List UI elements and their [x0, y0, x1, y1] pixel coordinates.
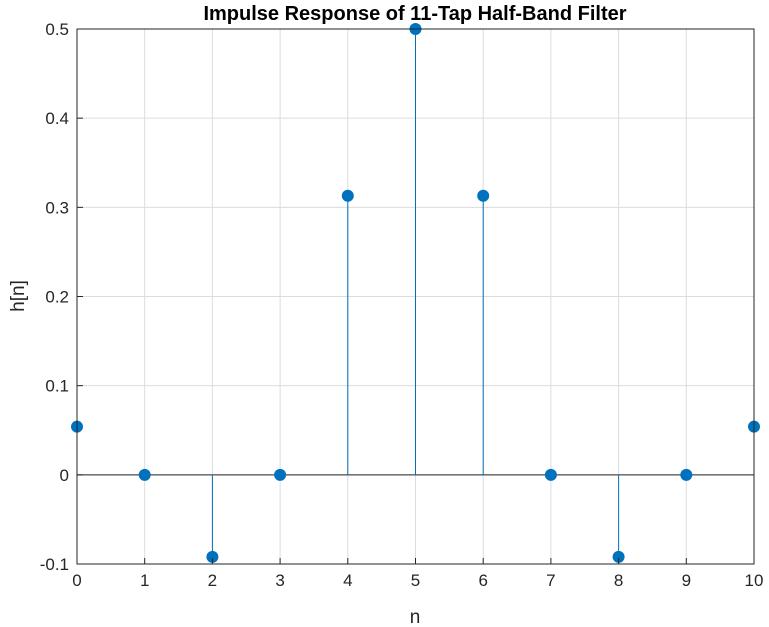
x-tick-label: 0: [72, 571, 81, 590]
x-tick-label: 8: [614, 571, 623, 590]
stems-layer: [71, 23, 760, 563]
y-tick-label: -0.1: [40, 555, 69, 574]
tick-labels-layer: 0 1 2 3 4 5 6 7 8 9 10-0.100.10.20.30.40.5: [40, 20, 764, 590]
y-axis-label: h[n]: [8, 280, 29, 312]
stem-marker: [138, 468, 151, 481]
x-tick-label: 7: [546, 571, 555, 590]
stem-marker: [680, 468, 693, 481]
stem-marker: [544, 468, 557, 481]
y-tick-label: 0: [60, 466, 69, 485]
chart-title: Impulse Response of 11-Tap Half-Band Fil…: [203, 3, 626, 25]
x-tick-label: 9: [682, 571, 691, 590]
x-tick-label: 6: [478, 571, 487, 590]
x-tick-label: 3: [275, 571, 284, 590]
y-tick-label: 0.3: [45, 198, 69, 217]
y-tick-label: 0.4: [45, 109, 69, 128]
x-axis-label: n: [410, 607, 421, 627]
x-tick-label: 4: [343, 571, 352, 590]
x-tick-label: 1: [140, 571, 149, 590]
stem-marker: [341, 189, 354, 202]
y-tick-label: 0.1: [45, 377, 69, 396]
stem-marker: [612, 550, 625, 563]
y-tick-label: 0.2: [45, 288, 69, 307]
stem-marker: [477, 189, 490, 202]
stem-marker: [206, 550, 219, 563]
y-tick-label: 0.5: [45, 20, 69, 39]
x-tick-label: 2: [208, 571, 217, 590]
x-tick-label: 5: [411, 571, 420, 590]
x-tick-label: 10: [745, 571, 764, 590]
stem-marker: [274, 468, 287, 481]
